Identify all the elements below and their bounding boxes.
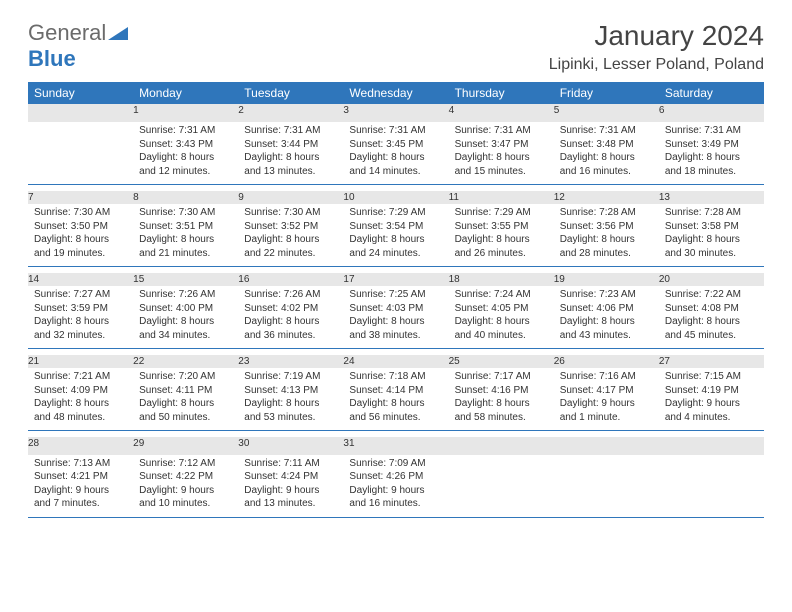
day-cell: Sunrise: 7:28 AMSunset: 3:58 PMDaylight:… xyxy=(659,204,764,266)
logo: General Blue xyxy=(28,20,128,72)
logo-word-blue: Blue xyxy=(28,46,76,71)
weekday-header: Thursday xyxy=(449,82,554,104)
weekday-header: Saturday xyxy=(659,82,764,104)
day-cell: Sunrise: 7:26 AMSunset: 4:00 PMDaylight:… xyxy=(133,286,238,348)
empty-cell xyxy=(554,455,659,517)
logo-word-general: General xyxy=(28,20,106,45)
row-divider xyxy=(554,517,659,518)
day-number: 4 xyxy=(449,104,554,122)
day-cell: Sunrise: 7:18 AMSunset: 4:14 PMDaylight:… xyxy=(343,368,448,430)
day-number: 3 xyxy=(343,104,448,122)
day-cell: Sunrise: 7:20 AMSunset: 4:11 PMDaylight:… xyxy=(133,368,238,430)
weekday-header: Monday xyxy=(133,82,238,104)
day-number: 28 xyxy=(28,437,133,455)
location-text: Lipinki, Lesser Poland, Poland xyxy=(549,56,764,74)
day-number: 15 xyxy=(133,273,238,287)
empty-cell xyxy=(28,122,133,184)
day-cell: Sunrise: 7:26 AMSunset: 4:02 PMDaylight:… xyxy=(238,286,343,348)
day-cell: Sunrise: 7:28 AMSunset: 3:56 PMDaylight:… xyxy=(554,204,659,266)
day-number: 26 xyxy=(554,355,659,369)
day-cell: Sunrise: 7:30 AMSunset: 3:52 PMDaylight:… xyxy=(238,204,343,266)
day-cell: Sunrise: 7:09 AMSunset: 4:26 PMDaylight:… xyxy=(343,455,448,517)
day-cell: Sunrise: 7:12 AMSunset: 4:22 PMDaylight:… xyxy=(133,455,238,517)
day-number: 2 xyxy=(238,104,343,122)
row-divider xyxy=(133,517,238,518)
title-block: January 2024 Lipinki, Lesser Poland, Pol… xyxy=(549,20,764,74)
day-number: 27 xyxy=(659,355,764,369)
weekday-header: Friday xyxy=(554,82,659,104)
day-cell: Sunrise: 7:30 AMSunset: 3:51 PMDaylight:… xyxy=(133,204,238,266)
day-number: 13 xyxy=(659,191,764,205)
day-number: 22 xyxy=(133,355,238,369)
day-cell: Sunrise: 7:29 AMSunset: 3:55 PMDaylight:… xyxy=(449,204,554,266)
day-number: 8 xyxy=(133,191,238,205)
logo-triangle-icon xyxy=(108,20,128,46)
empty-cell xyxy=(554,437,659,455)
weekday-header: Sunday xyxy=(28,82,133,104)
day-cell: Sunrise: 7:27 AMSunset: 3:59 PMDaylight:… xyxy=(28,286,133,348)
day-number: 14 xyxy=(28,273,133,287)
day-number: 7 xyxy=(28,191,133,205)
empty-cell xyxy=(659,437,764,455)
empty-cell xyxy=(449,455,554,517)
day-number: 24 xyxy=(343,355,448,369)
day-cell: Sunrise: 7:31 AMSunset: 3:44 PMDaylight:… xyxy=(238,122,343,184)
calendar-table: SundayMondayTuesdayWednesdayThursdayFrid… xyxy=(28,82,764,518)
day-cell: Sunrise: 7:31 AMSunset: 3:43 PMDaylight:… xyxy=(133,122,238,184)
day-number: 5 xyxy=(554,104,659,122)
day-number: 11 xyxy=(449,191,554,205)
row-divider xyxy=(28,517,133,518)
empty-cell xyxy=(28,104,133,122)
day-number: 12 xyxy=(554,191,659,205)
day-number: 16 xyxy=(238,273,343,287)
day-number: 23 xyxy=(238,355,343,369)
day-cell: Sunrise: 7:17 AMSunset: 4:16 PMDaylight:… xyxy=(449,368,554,430)
day-number: 30 xyxy=(238,437,343,455)
day-cell: Sunrise: 7:24 AMSunset: 4:05 PMDaylight:… xyxy=(449,286,554,348)
logo-text: General Blue xyxy=(28,20,128,72)
day-number: 10 xyxy=(343,191,448,205)
weekday-header-row: SundayMondayTuesdayWednesdayThursdayFrid… xyxy=(28,82,764,104)
day-number: 21 xyxy=(28,355,133,369)
day-number: 1 xyxy=(133,104,238,122)
day-cell: Sunrise: 7:16 AMSunset: 4:17 PMDaylight:… xyxy=(554,368,659,430)
day-number: 17 xyxy=(343,273,448,287)
day-cell: Sunrise: 7:31 AMSunset: 3:45 PMDaylight:… xyxy=(343,122,448,184)
empty-cell xyxy=(449,437,554,455)
day-cell: Sunrise: 7:13 AMSunset: 4:21 PMDaylight:… xyxy=(28,455,133,517)
day-cell: Sunrise: 7:23 AMSunset: 4:06 PMDaylight:… xyxy=(554,286,659,348)
day-number: 18 xyxy=(449,273,554,287)
day-number: 6 xyxy=(659,104,764,122)
row-divider xyxy=(343,517,448,518)
day-cell: Sunrise: 7:31 AMSunset: 3:48 PMDaylight:… xyxy=(554,122,659,184)
weekday-header: Tuesday xyxy=(238,82,343,104)
day-cell: Sunrise: 7:15 AMSunset: 4:19 PMDaylight:… xyxy=(659,368,764,430)
day-cell: Sunrise: 7:29 AMSunset: 3:54 PMDaylight:… xyxy=(343,204,448,266)
day-cell: Sunrise: 7:19 AMSunset: 4:13 PMDaylight:… xyxy=(238,368,343,430)
day-number: 25 xyxy=(449,355,554,369)
day-cell: Sunrise: 7:31 AMSunset: 3:49 PMDaylight:… xyxy=(659,122,764,184)
day-number: 19 xyxy=(554,273,659,287)
day-number: 9 xyxy=(238,191,343,205)
weekday-header: Wednesday xyxy=(343,82,448,104)
day-number: 20 xyxy=(659,273,764,287)
day-cell: Sunrise: 7:22 AMSunset: 4:08 PMDaylight:… xyxy=(659,286,764,348)
page-title: January 2024 xyxy=(549,20,764,52)
empty-cell xyxy=(659,455,764,517)
day-number: 31 xyxy=(343,437,448,455)
day-cell: Sunrise: 7:11 AMSunset: 4:24 PMDaylight:… xyxy=(238,455,343,517)
row-divider xyxy=(238,517,343,518)
day-cell: Sunrise: 7:31 AMSunset: 3:47 PMDaylight:… xyxy=(449,122,554,184)
day-cell: Sunrise: 7:25 AMSunset: 4:03 PMDaylight:… xyxy=(343,286,448,348)
header: General Blue January 2024 Lipinki, Lesse… xyxy=(28,20,764,74)
row-divider xyxy=(449,517,554,518)
day-cell: Sunrise: 7:21 AMSunset: 4:09 PMDaylight:… xyxy=(28,368,133,430)
day-cell: Sunrise: 7:30 AMSunset: 3:50 PMDaylight:… xyxy=(28,204,133,266)
day-number: 29 xyxy=(133,437,238,455)
row-divider xyxy=(659,517,764,518)
